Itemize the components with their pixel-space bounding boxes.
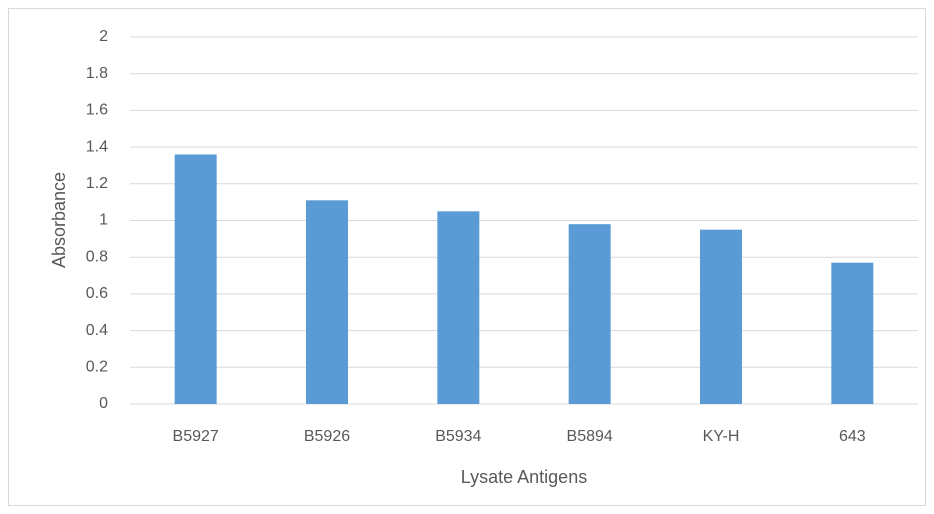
y-tick-label: 0.8 xyxy=(86,248,108,265)
y-tick-label: 1.2 xyxy=(86,175,108,192)
bar xyxy=(831,262,874,404)
x-tick-label: KY-H xyxy=(703,428,740,445)
y-tick-label: 1.4 xyxy=(86,138,108,155)
x-tick-label: B5894 xyxy=(567,428,613,445)
y-tick-label: 0 xyxy=(99,395,108,412)
bar xyxy=(174,154,217,404)
y-tick-label: 2 xyxy=(99,28,108,45)
x-tick-label: B5926 xyxy=(304,428,350,445)
bar xyxy=(568,224,611,404)
bar xyxy=(700,229,742,404)
x-tick-label: 643 xyxy=(839,428,866,445)
y-tick-label: 1.6 xyxy=(86,102,108,119)
y-tick-label: 0.4 xyxy=(86,322,108,339)
y-tick-label: 1 xyxy=(99,212,108,229)
y-tick-label: 0.2 xyxy=(86,359,108,376)
bar xyxy=(437,211,480,404)
y-axis-label: Absorbance xyxy=(49,172,69,268)
y-tick-label: 0.6 xyxy=(86,285,108,302)
bar xyxy=(306,200,348,404)
y-tick-label: 1.8 xyxy=(86,65,108,82)
x-tick-label: B5927 xyxy=(173,428,219,445)
x-axis-label: Lysate Antigens xyxy=(461,467,587,487)
x-tick-label: B5934 xyxy=(435,428,481,445)
